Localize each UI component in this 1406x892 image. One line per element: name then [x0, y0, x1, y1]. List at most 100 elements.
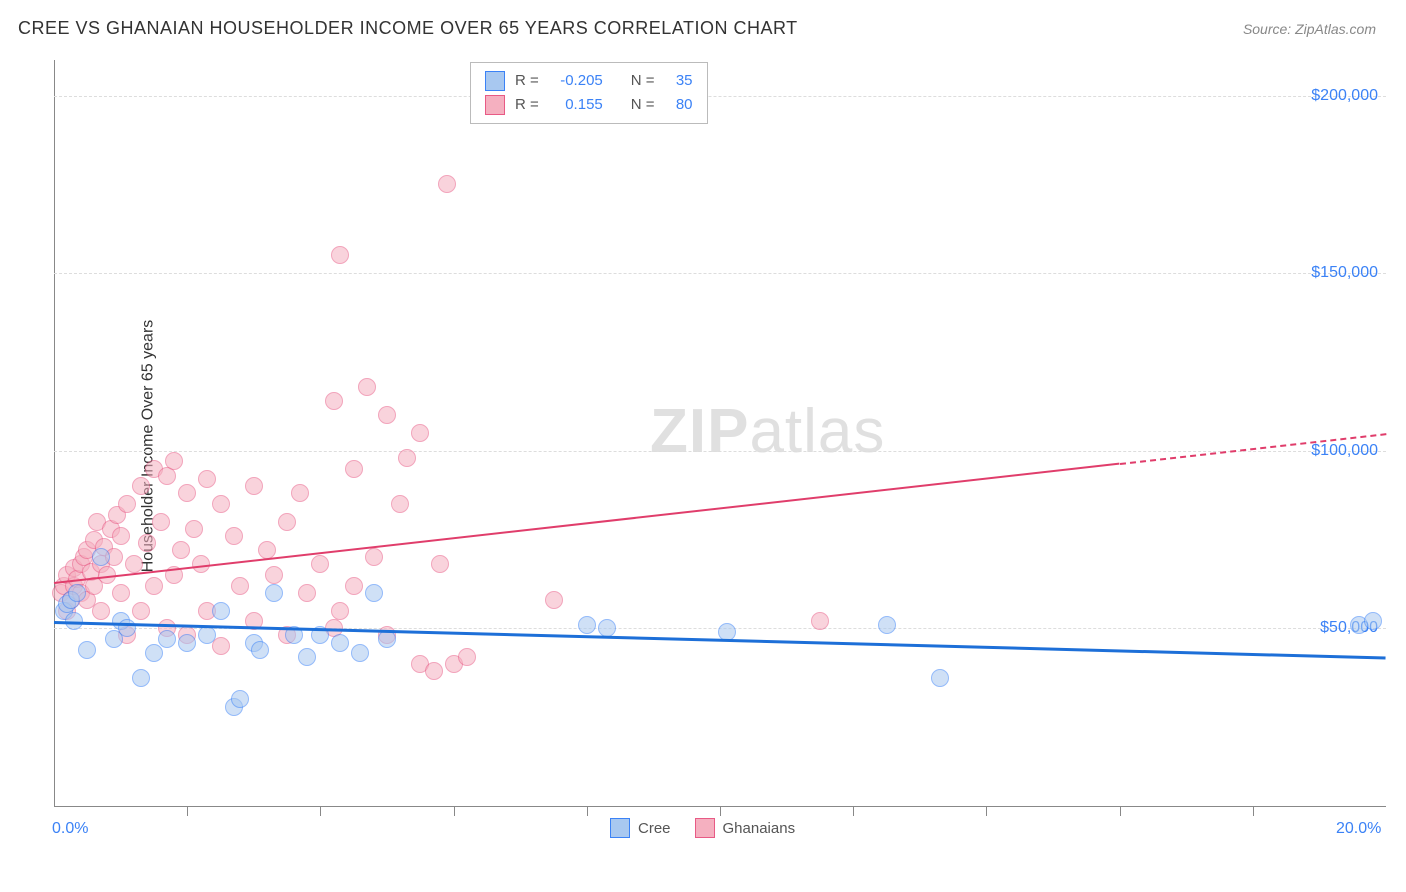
x-tick — [587, 806, 588, 816]
x-tick — [320, 806, 321, 816]
scatter-point — [265, 584, 283, 602]
scatter-point — [185, 520, 203, 538]
scatter-point — [325, 392, 343, 410]
scatter-point — [265, 566, 283, 584]
header: CREE VS GHANAIAN HOUSEHOLDER INCOME OVER… — [0, 0, 1406, 47]
scatter-point — [298, 584, 316, 602]
scatter-point — [365, 548, 383, 566]
watermark-bold: ZIP — [650, 397, 749, 466]
legend-item: Cree — [610, 818, 671, 838]
legend-swatch — [485, 71, 505, 91]
legend-label: Cree — [638, 820, 671, 837]
scatter-point — [245, 477, 263, 495]
legend-swatch — [610, 818, 630, 838]
y-tick-label: $200,000 — [1311, 87, 1378, 105]
scatter-point — [391, 495, 409, 513]
watermark: ZIPatlas — [650, 396, 885, 467]
scatter-point — [298, 648, 316, 666]
scatter-point — [345, 577, 363, 595]
legend-r-value: 0.155 — [549, 93, 603, 117]
scatter-point — [132, 602, 150, 620]
scatter-point — [278, 513, 296, 531]
chart-container: Householder Income Over 65 years ZIPatla… — [50, 56, 1390, 836]
scatter-point — [118, 495, 136, 513]
scatter-point — [158, 630, 176, 648]
scatter-point — [198, 470, 216, 488]
scatter-point — [311, 555, 329, 573]
source-attribution: Source: ZipAtlas.com — [1243, 21, 1376, 37]
legend-n-label: N = — [631, 93, 655, 117]
legend-r-label: R = — [515, 69, 539, 93]
watermark-light: atlas — [749, 397, 885, 466]
scatter-point — [931, 669, 949, 687]
x-tick-label: 20.0% — [1336, 820, 1381, 838]
scatter-point — [811, 612, 829, 630]
y-axis-line — [54, 60, 55, 806]
scatter-point — [165, 452, 183, 470]
scatter-point — [112, 527, 130, 545]
x-tick — [720, 806, 721, 816]
x-tick — [986, 806, 987, 816]
x-tick-label: 0.0% — [52, 820, 88, 838]
scatter-point — [351, 644, 369, 662]
scatter-point — [231, 690, 249, 708]
scatter-point — [365, 584, 383, 602]
legend-n-label: N = — [631, 69, 655, 93]
scatter-point — [425, 662, 443, 680]
scatter-point — [78, 641, 96, 659]
scatter-point — [152, 513, 170, 531]
y-tick-label: $100,000 — [1311, 442, 1378, 460]
legend-n-value: 35 — [665, 69, 693, 93]
scatter-point — [178, 634, 196, 652]
scatter-point — [398, 449, 416, 467]
scatter-point — [172, 541, 190, 559]
correlation-legend: R =-0.205N =35R =0.155N =80 — [470, 62, 708, 124]
scatter-point — [231, 577, 249, 595]
scatter-point — [92, 602, 110, 620]
plot-area: ZIPatlas $50,000$100,000$150,000$200,000… — [50, 56, 1390, 836]
scatter-point — [178, 484, 196, 502]
scatter-point — [1364, 612, 1382, 630]
scatter-point — [225, 527, 243, 545]
legend-row: R = 0.155 N = 80 — [485, 93, 693, 117]
series-legend: Cree Ghanaians — [610, 818, 795, 838]
legend-r-label: R = — [515, 93, 539, 117]
scatter-point — [68, 584, 86, 602]
scatter-point — [92, 548, 110, 566]
scatter-point — [431, 555, 449, 573]
gridline — [54, 451, 1386, 452]
y-tick-label: $150,000 — [1311, 264, 1378, 282]
scatter-point — [378, 406, 396, 424]
scatter-point — [878, 616, 896, 634]
scatter-point — [438, 175, 456, 193]
scatter-point — [145, 644, 163, 662]
x-tick — [454, 806, 455, 816]
x-tick — [853, 806, 854, 816]
scatter-point — [331, 246, 349, 264]
legend-swatch — [485, 95, 505, 115]
scatter-point — [411, 424, 429, 442]
x-tick — [187, 806, 188, 816]
scatter-point — [132, 669, 150, 687]
scatter-point — [198, 626, 216, 644]
legend-swatch — [695, 818, 715, 838]
scatter-point — [125, 555, 143, 573]
scatter-point — [132, 477, 150, 495]
scatter-point — [112, 584, 130, 602]
x-tick — [1120, 806, 1121, 816]
x-tick — [1253, 806, 1254, 816]
legend-label: Ghanaians — [723, 820, 796, 837]
scatter-point — [331, 602, 349, 620]
legend-n-value: 80 — [665, 93, 693, 117]
gridline — [54, 273, 1386, 274]
scatter-point — [545, 591, 563, 609]
scatter-point — [251, 641, 269, 659]
chart-title: CREE VS GHANAIAN HOUSEHOLDER INCOME OVER… — [18, 18, 798, 39]
scatter-point — [212, 495, 230, 513]
scatter-point — [458, 648, 476, 666]
scatter-point — [358, 378, 376, 396]
scatter-point — [578, 616, 596, 634]
legend-row: R =-0.205N =35 — [485, 69, 693, 93]
scatter-point — [145, 577, 163, 595]
scatter-point — [291, 484, 309, 502]
